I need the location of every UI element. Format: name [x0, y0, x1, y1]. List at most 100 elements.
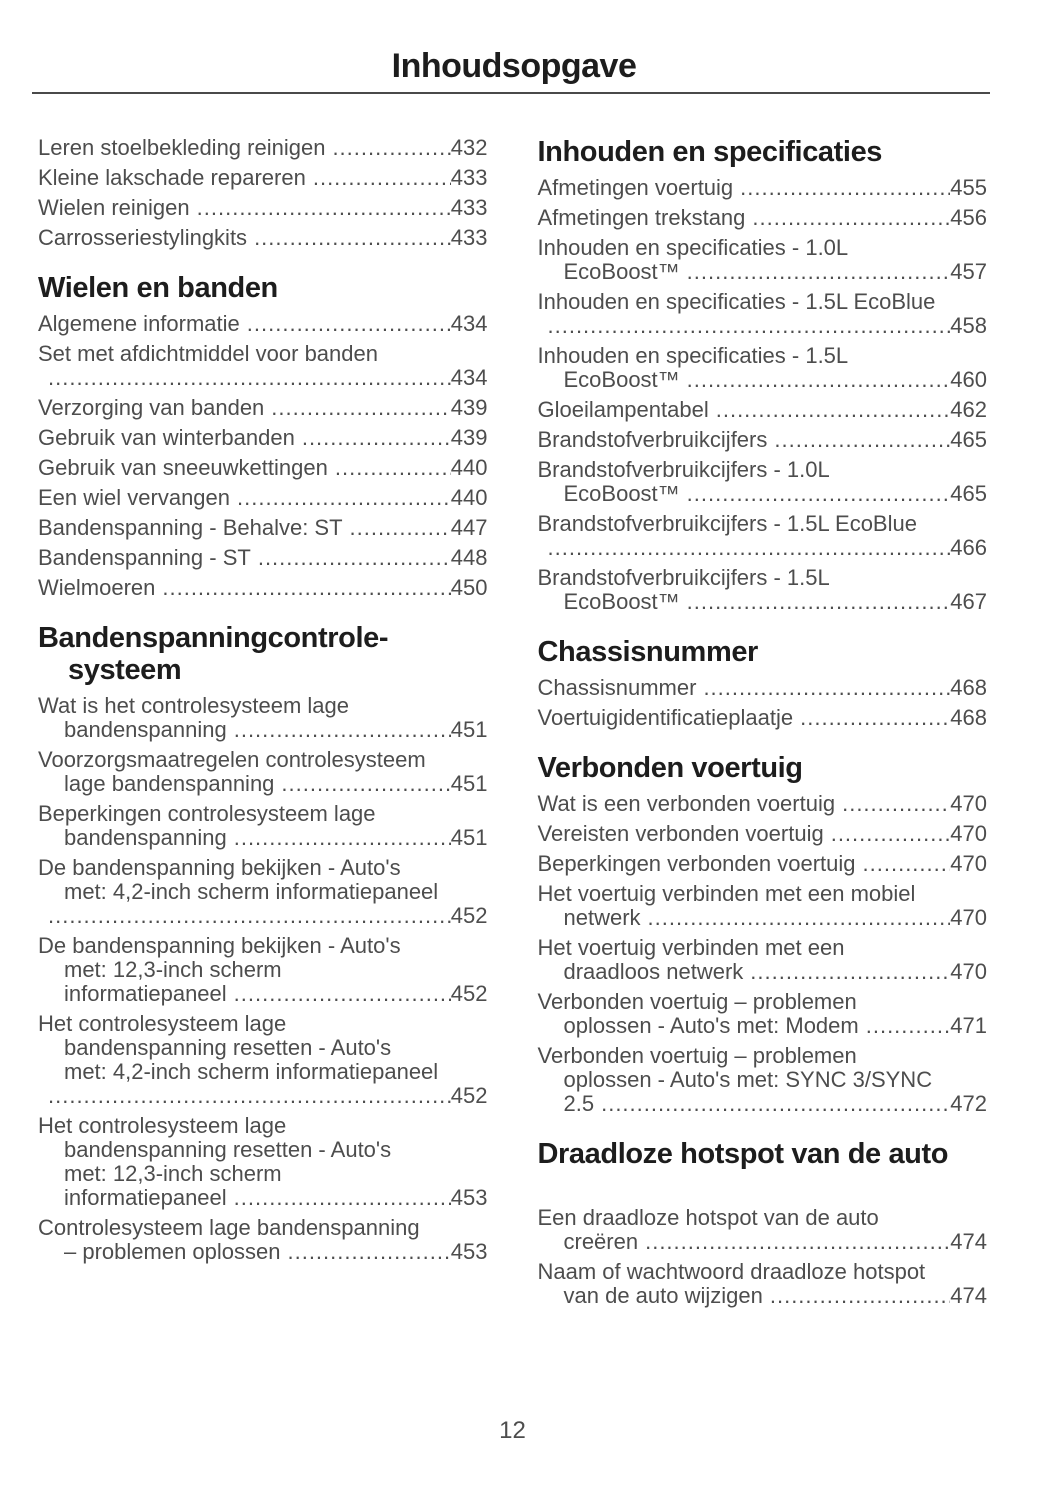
dot-leader: ........................................…	[774, 428, 951, 452]
entry-page-number: 432	[450, 135, 488, 160]
entry-last-line: Chassisnummer...........................…	[538, 676, 988, 700]
toc-entry: Wat is een verbonden voertuig...........…	[538, 792, 988, 816]
dot-leader: ........................................…	[271, 396, 450, 420]
entry-text-line: Verbonden voertuig – problemen	[537, 989, 857, 1014]
entry-last-line: Brandstofverbruikcijfers................…	[538, 428, 988, 452]
entry-text-line: Inhouden en specificaties - 1.5L EcoBlue	[537, 289, 936, 314]
toc-entry: Afmetingen voertuig.....................…	[538, 176, 988, 200]
toc-entry: Verbonden voertuig – problemen oplossen -…	[538, 990, 988, 1038]
entry-title: Wat is een verbonden voertuig	[537, 791, 836, 816]
toc-entry: Wielen reinigen.........................…	[38, 196, 488, 220]
dot-leader: ........................................…	[703, 676, 950, 700]
entry-text-line: Het controlesysteem lage	[38, 1113, 287, 1138]
entry-text-line: Brandstofverbruikcijfers - 1.5L	[537, 565, 830, 590]
entry-last-line: informatiepaneel........................…	[38, 1186, 488, 1210]
entry-last-line: Carrosseriestylingkits..................…	[38, 226, 488, 250]
dot-leader: ........................................…	[740, 176, 950, 200]
entry-page-number: 474	[950, 1283, 987, 1308]
toc-column-right: Inhouden en specificaties Afmetingen voer…	[538, 136, 988, 1314]
entry-page-number: 452	[450, 1083, 488, 1108]
entry-page-number: 470	[950, 905, 987, 930]
entry-page-number: 440	[450, 485, 488, 510]
dot-leader: ........................................…	[769, 1284, 950, 1308]
dot-leader: ........................................…	[281, 772, 451, 796]
entry-text-line: Inhouden en specificaties - 1.0L	[537, 235, 849, 260]
toc-section: Leren stoelbekleding reinigen...........…	[38, 136, 488, 250]
toc-entry: Een wiel vervangen......................…	[38, 486, 488, 510]
entry-last-line: Gebruik van winterbanden................…	[38, 426, 488, 450]
toc-entry: Gebruik van sneeuwkettingen.............…	[38, 456, 488, 480]
entry-text-line: Een draadloze hotspot van de auto	[537, 1205, 879, 1230]
entry-title: Leren stoelbekleding reinigen	[38, 135, 326, 160]
toc-entry: Inhouden en specificaties - 1.0L EcoBoost…	[538, 236, 988, 284]
entry-title: Een wiel vervangen	[38, 485, 231, 510]
entry-title: Carrosseriestylingkits	[38, 225, 248, 250]
entry-last-line: Een wiel vervangen......................…	[38, 486, 488, 510]
entry-last-line: informatiepaneel........................…	[38, 982, 488, 1006]
entry-last-line: creëren.................................…	[538, 1230, 988, 1254]
dot-leader: ........................................…	[645, 1230, 951, 1254]
toc-section: Wielen en banden Algemene informatie.....…	[38, 272, 488, 600]
title-divider	[32, 92, 990, 94]
toc-entry: Set met afdichtmiddel voor banden.......…	[38, 342, 488, 390]
entry-last-line: Kleine lakschade repareren..............…	[38, 166, 488, 190]
dot-leader: ........................................…	[237, 486, 451, 510]
dot-leader: ........................................…	[233, 1186, 451, 1210]
entry-text-line: met: 12,3-inch scherm	[64, 1161, 282, 1186]
entry-page-number: 468	[950, 675, 987, 700]
entry-text-line: Naam of wachtwoord draadloze hotspot	[537, 1259, 926, 1284]
toc-entry: De bandenspanning bekijken - Auto's met: …	[38, 934, 488, 1006]
entry-text-line: Brandstofverbruikcijfers - 1.5L EcoBlue	[537, 511, 917, 536]
entry-last-line: netwerk.................................…	[538, 906, 988, 930]
toc-section: Verbonden voertuig Wat is een verbonden v…	[538, 752, 988, 1116]
toc-entry: Kleine lakschade repareren..............…	[38, 166, 488, 190]
entry-page-number: 472	[950, 1091, 987, 1116]
section-header-line: Chassisnummer	[537, 636, 759, 668]
entry-last-line: Afmetingen voertuig.....................…	[538, 176, 988, 200]
toc-entry: Gloeilampentabel........................…	[538, 398, 988, 422]
section-header: Verbonden voertuig	[538, 752, 988, 784]
entry-title: Gebruik van winterbanden	[38, 425, 295, 450]
entry-title: Verzorging van banden	[38, 395, 265, 420]
dot-leader: ........................................…	[752, 206, 951, 230]
section-entries: Algemene informatie.....................…	[38, 312, 488, 600]
toc-column-left: Leren stoelbekleding reinigen...........…	[38, 136, 488, 1314]
entry-page-number: 467	[950, 589, 987, 614]
entry-title: bandenspanning	[64, 717, 227, 742]
dot-leader: ........................................…	[301, 426, 451, 450]
entry-last-line: EcoBoost™...............................…	[538, 590, 988, 614]
toc-entry: De bandenspanning bekijken - Auto's met: …	[38, 856, 488, 928]
entry-page-number: 465	[950, 481, 987, 506]
section-entries: Afmetingen voertuig.....................…	[538, 176, 988, 614]
entry-last-line: Wielmoeren..............................…	[38, 576, 488, 600]
toc-section: Bandenspanningcontrole-systeem Wat is het…	[38, 622, 488, 1264]
entry-title: creëren	[563, 1229, 639, 1254]
dot-leader: ........................................…	[233, 826, 451, 850]
entry-last-line: ........................................…	[538, 314, 988, 338]
dot-leader: ........................................…	[601, 1092, 951, 1116]
entry-last-line: bandenspanning..........................…	[38, 826, 488, 850]
dot-leader: ........................................…	[800, 706, 950, 730]
section-header: Inhouden en specificaties	[538, 136, 988, 168]
toc-section: Draadloze hotspot van de auto Een draadlo…	[538, 1138, 988, 1308]
entry-page-number: 470	[950, 821, 987, 846]
entry-last-line: Voertuigidentificatieplaatje............…	[538, 706, 988, 730]
dot-leader: ........................................…	[233, 718, 451, 742]
entry-page-number: 462	[950, 397, 987, 422]
toc-entry: Verzorging van banden...................…	[38, 396, 488, 420]
dot-leader: ........................................…	[334, 456, 451, 480]
entry-last-line: Verzorging van banden...................…	[38, 396, 488, 420]
dot-leader: ........................................…	[647, 906, 951, 930]
toc-entry: Brandstofverbruikcijfers - 1.5L EcoBoost™…	[538, 566, 988, 614]
entry-title: EcoBoost™	[563, 367, 680, 392]
section-header-line: systeem	[68, 654, 182, 686]
toc-entry: Voorzorgsmaatregelen controlesysteem lage…	[38, 748, 488, 796]
entry-last-line: – problemen oplossen....................…	[38, 1240, 488, 1264]
entry-text-line: Beperkingen controlesysteem lage	[38, 801, 376, 826]
entry-last-line: EcoBoost™...............................…	[538, 260, 988, 284]
entry-text-line: oplossen - Auto's met: SYNC 3/SYNC	[563, 1067, 933, 1092]
toc-entry: Inhouden en specificaties - 1.5L EcoBoost…	[538, 344, 988, 392]
section-header: Bandenspanningcontrole-systeem	[38, 622, 488, 686]
entry-title: – problemen oplossen	[64, 1239, 281, 1264]
dot-leader: ........................................…	[287, 1240, 451, 1264]
